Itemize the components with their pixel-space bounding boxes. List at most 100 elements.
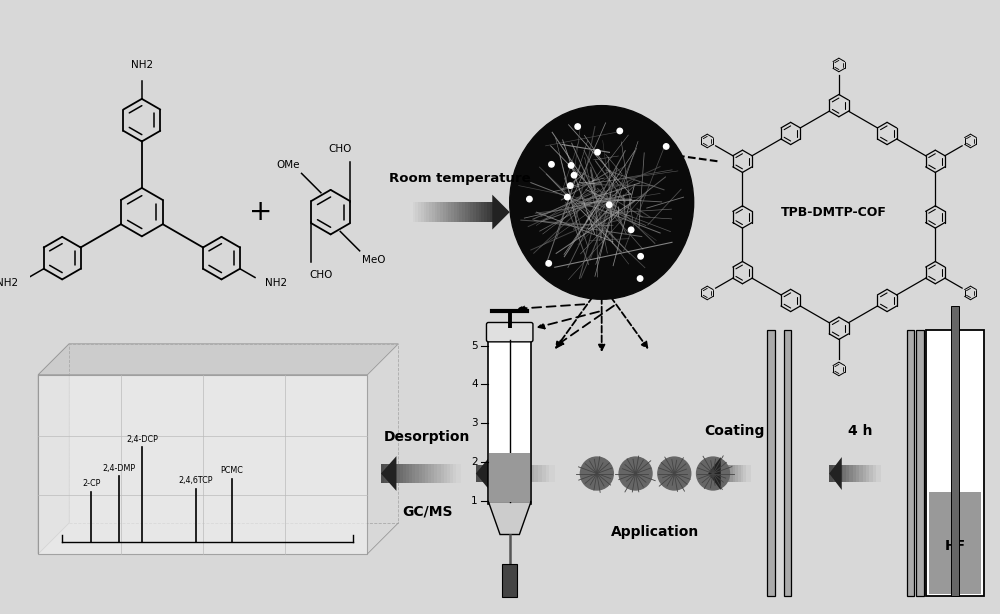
Text: Application: Application xyxy=(611,525,699,539)
Bar xyxy=(515,465,520,482)
Bar xyxy=(435,203,438,222)
Text: 2,4-DMP: 2,4-DMP xyxy=(102,464,135,473)
Bar xyxy=(446,203,449,222)
Text: 2-CP: 2-CP xyxy=(82,479,101,488)
Circle shape xyxy=(658,457,691,490)
Bar xyxy=(727,465,732,482)
Bar xyxy=(428,464,433,483)
Bar xyxy=(451,203,455,222)
Text: CHO: CHO xyxy=(309,270,333,280)
Circle shape xyxy=(637,276,643,281)
Bar xyxy=(503,465,508,482)
Bar xyxy=(856,465,861,482)
Circle shape xyxy=(568,183,573,188)
Circle shape xyxy=(617,128,622,134)
Bar xyxy=(873,465,878,482)
Bar xyxy=(476,203,480,222)
Bar xyxy=(415,203,419,222)
Bar xyxy=(454,203,458,222)
Bar xyxy=(409,464,414,483)
Bar xyxy=(437,464,442,483)
Bar xyxy=(390,464,395,483)
Text: Desorption: Desorption xyxy=(384,430,471,445)
Circle shape xyxy=(565,195,570,200)
Bar xyxy=(441,464,445,483)
Circle shape xyxy=(575,124,580,130)
Circle shape xyxy=(663,144,669,149)
Circle shape xyxy=(527,196,532,202)
Text: HF: HF xyxy=(944,539,966,553)
Circle shape xyxy=(619,457,652,490)
Bar xyxy=(926,330,984,596)
Bar xyxy=(733,465,737,482)
Bar xyxy=(738,465,743,482)
Text: NH2: NH2 xyxy=(0,278,19,289)
Bar xyxy=(418,203,422,222)
Bar xyxy=(714,465,718,482)
Bar xyxy=(836,465,841,482)
Bar xyxy=(916,330,924,596)
Bar xyxy=(397,464,401,483)
Bar xyxy=(481,203,485,222)
Bar xyxy=(741,465,745,482)
Bar xyxy=(431,464,436,483)
Polygon shape xyxy=(381,456,396,491)
Bar xyxy=(381,464,386,483)
Bar xyxy=(846,465,851,482)
Bar xyxy=(549,465,555,482)
Text: 2,4-DCP: 2,4-DCP xyxy=(126,435,158,443)
Bar xyxy=(853,465,858,482)
Text: GC/MS: GC/MS xyxy=(402,505,453,518)
Bar xyxy=(432,203,436,222)
Bar xyxy=(424,203,427,222)
Text: Room temperature: Room temperature xyxy=(389,172,531,185)
Bar xyxy=(426,203,430,222)
Bar xyxy=(470,203,474,222)
Text: +: + xyxy=(249,198,273,226)
Bar xyxy=(443,203,447,222)
Bar xyxy=(833,465,838,482)
Bar xyxy=(412,464,417,483)
Bar xyxy=(429,203,433,222)
Polygon shape xyxy=(38,344,69,554)
Bar xyxy=(534,465,539,482)
Bar xyxy=(453,464,458,483)
Bar xyxy=(829,465,834,482)
Bar xyxy=(440,203,444,222)
Circle shape xyxy=(571,173,577,178)
Bar xyxy=(511,465,516,482)
Bar xyxy=(425,464,430,483)
Bar xyxy=(410,203,414,222)
Bar xyxy=(711,465,715,482)
Bar xyxy=(839,465,844,482)
Bar xyxy=(400,464,404,483)
Polygon shape xyxy=(829,457,842,490)
Bar xyxy=(542,465,547,482)
Text: Coating: Coating xyxy=(704,424,765,438)
Polygon shape xyxy=(38,375,367,554)
Bar xyxy=(708,465,713,482)
Bar xyxy=(499,465,505,482)
Bar xyxy=(530,465,536,482)
Bar xyxy=(444,464,448,483)
Bar xyxy=(480,465,485,482)
Text: PCMC: PCMC xyxy=(220,467,243,475)
Text: 1: 1 xyxy=(471,495,478,505)
Bar xyxy=(876,465,881,482)
Bar xyxy=(490,203,493,222)
Bar xyxy=(538,465,543,482)
Bar xyxy=(863,465,868,482)
Bar xyxy=(489,453,530,502)
Bar xyxy=(784,330,791,596)
Bar xyxy=(447,464,452,483)
Bar xyxy=(735,465,740,482)
Text: MeO: MeO xyxy=(362,255,385,265)
Bar xyxy=(421,203,425,222)
Circle shape xyxy=(595,150,600,155)
Bar xyxy=(722,465,726,482)
Bar xyxy=(843,465,848,482)
Bar xyxy=(724,465,729,482)
Bar xyxy=(746,465,751,482)
Bar xyxy=(462,203,466,222)
Text: OMe: OMe xyxy=(276,160,300,169)
